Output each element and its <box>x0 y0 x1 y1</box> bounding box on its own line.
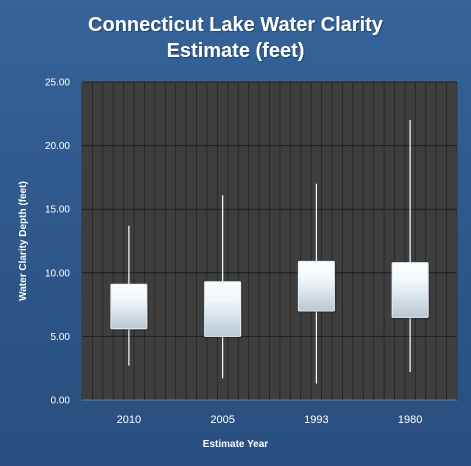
y-axis-tick-label: 20.00 <box>45 141 70 152</box>
x-axis-tick-label: 2005 <box>210 414 234 426</box>
x-axis-label: Estimate Year <box>203 439 269 450</box>
grid-lines <box>81 81 458 401</box>
x-axis-tick-labels: 2010 2005 1993 1980 <box>117 414 423 426</box>
box-2005 <box>204 281 242 337</box>
y-axis-tick-label: 15.00 <box>45 205 70 216</box>
box-highlight-2010 <box>111 285 146 301</box>
chart-title-line-1: Connecticut Lake Water Clarity <box>88 14 384 36</box>
x-axis-tick-label: 2010 <box>117 414 141 426</box>
box-1980 <box>391 262 429 318</box>
box-highlight-2005 <box>205 282 240 302</box>
x-axis-tick-label: 1993 <box>304 414 328 426</box>
y-axis-label: Water Clarity Depth (feet) <box>18 181 29 301</box>
box-highlight-1980 <box>393 263 428 283</box>
box-2010 <box>110 283 148 330</box>
y-axis-tick-label: 0.00 <box>51 396 71 407</box>
box-plot-marks <box>110 120 429 384</box>
x-axis-tick-label: 1980 <box>398 414 422 426</box>
y-axis-tick-label: 5.00 <box>51 332 71 343</box>
box-1993 <box>297 260 335 312</box>
y-axis-tick-label: 25.00 <box>45 78 70 89</box>
y-axis-tick-label: 10.00 <box>45 268 70 279</box>
chart-title-line-2: Estimate (feet) <box>167 40 305 62</box>
y-axis-tick-labels: 0.00 5.00 10.00 15.00 20.00 25.00 <box>45 78 70 407</box>
box-highlight-1993 <box>299 262 334 280</box>
